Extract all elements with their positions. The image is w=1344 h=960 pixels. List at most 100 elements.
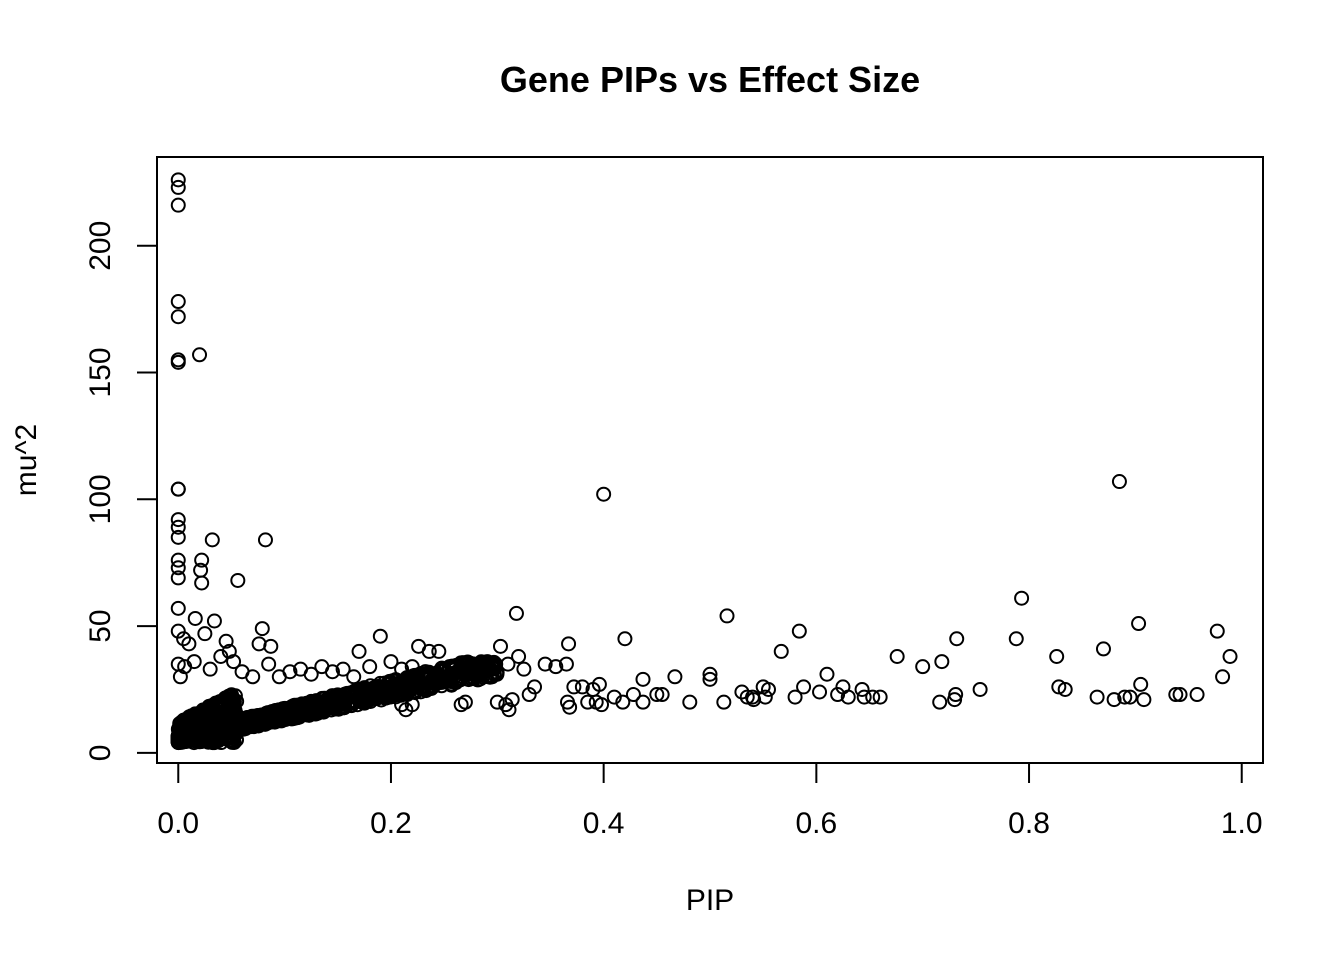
data-point <box>303 693 319 709</box>
data-point <box>949 631 965 647</box>
data-point <box>504 692 520 708</box>
y-tick-label: 100 <box>84 474 117 524</box>
data-point <box>757 689 773 705</box>
data-point <box>170 309 186 325</box>
y-tick-label: 50 <box>84 609 117 642</box>
data-point <box>354 684 370 700</box>
data-point <box>170 512 186 528</box>
data-point <box>972 681 988 697</box>
data-point <box>489 665 505 681</box>
data-point <box>251 636 267 652</box>
data-point <box>865 689 881 705</box>
data-point <box>170 197 186 213</box>
data-point <box>170 481 186 497</box>
data-point <box>474 654 490 670</box>
data-point <box>421 643 437 659</box>
data-point <box>932 694 948 710</box>
data-point <box>1008 631 1024 647</box>
data-point <box>591 676 607 692</box>
x-tick-label: 0.8 <box>1008 807 1050 840</box>
data-point <box>508 605 524 621</box>
data-point <box>174 715 190 731</box>
data-point <box>501 702 517 718</box>
data-point <box>1136 692 1152 708</box>
data-point <box>796 679 812 695</box>
data-point <box>303 666 319 682</box>
data-point <box>1172 687 1188 703</box>
data-point <box>1014 590 1030 606</box>
data-point <box>254 621 270 637</box>
y-tick-label: 150 <box>84 347 117 397</box>
data-point <box>948 687 964 703</box>
data-points <box>170 172 1238 718</box>
data-point <box>461 672 477 688</box>
data-point <box>306 696 322 712</box>
data-point <box>194 552 210 568</box>
data-point <box>527 679 543 695</box>
data-point <box>271 708 287 724</box>
data-point <box>282 664 298 680</box>
data-point <box>170 570 186 586</box>
data-point <box>356 694 372 710</box>
data-point <box>1095 641 1111 657</box>
x-axis-label: PIP <box>686 884 734 917</box>
data-point <box>716 694 732 710</box>
y-tick-label: 200 <box>84 221 117 271</box>
data-point <box>170 354 186 370</box>
data-point <box>204 532 220 548</box>
data-point <box>286 702 302 718</box>
x-tick-label: 0.0 <box>157 807 199 840</box>
data-point <box>566 679 582 695</box>
data-point <box>213 649 229 665</box>
data-point <box>1222 649 1238 665</box>
data-point <box>1049 649 1065 665</box>
data-point <box>649 687 665 703</box>
data-point <box>1117 689 1133 705</box>
data-point <box>889 649 905 665</box>
data-point <box>1089 689 1105 705</box>
data-point <box>170 519 186 535</box>
data-point <box>335 661 351 677</box>
data-point <box>194 575 210 591</box>
data-point <box>702 666 718 682</box>
data-point <box>217 710 233 726</box>
data-point <box>787 689 803 705</box>
data-point <box>667 669 683 685</box>
data-point <box>205 731 221 747</box>
data-point <box>1209 623 1225 639</box>
data-point <box>372 628 388 644</box>
data-point <box>423 681 439 697</box>
data-point <box>739 689 755 705</box>
data-point <box>1111 474 1127 490</box>
data-point <box>170 172 186 188</box>
data-point <box>654 687 670 703</box>
data-point <box>170 600 186 616</box>
data-point <box>224 732 240 748</box>
data-point <box>872 689 888 705</box>
data-point <box>574 679 590 695</box>
data-point <box>206 613 222 629</box>
data-point <box>635 694 651 710</box>
data-point <box>760 681 776 697</box>
data-point <box>934 654 950 670</box>
data-point <box>176 631 192 647</box>
data-point <box>197 626 213 642</box>
data-point <box>308 693 324 709</box>
data-point <box>427 677 443 693</box>
data-point <box>444 676 460 692</box>
data-point <box>854 681 870 697</box>
y-axis: 0 50 100 150 200 <box>84 221 158 761</box>
data-point <box>170 552 186 568</box>
data-point <box>335 688 351 704</box>
data-point <box>209 727 225 743</box>
data-point <box>170 529 186 545</box>
data-point <box>216 704 232 720</box>
data-point <box>323 702 339 718</box>
data-point <box>457 694 473 710</box>
chart-title: Gene PIPs vs Effect Size <box>500 59 920 100</box>
data-point <box>492 638 508 654</box>
data-point <box>596 486 612 502</box>
data-point <box>251 711 267 727</box>
data-point <box>773 643 789 659</box>
